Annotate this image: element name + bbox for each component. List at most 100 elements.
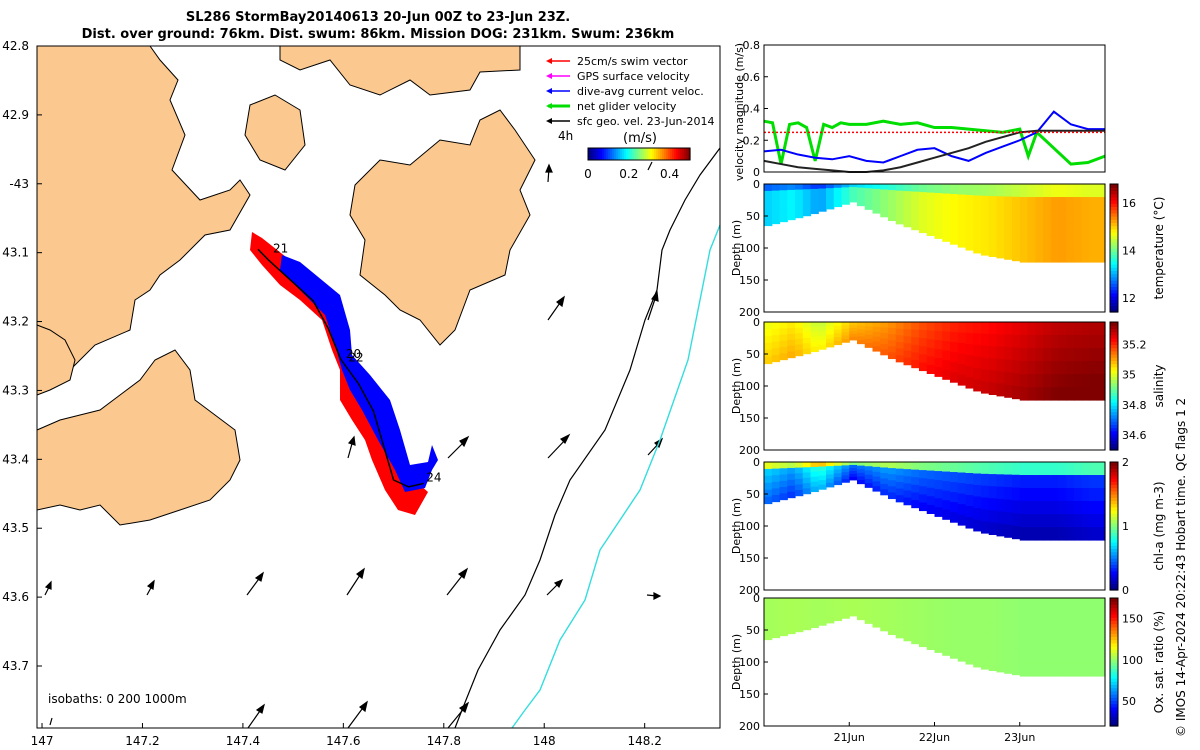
section-cell bbox=[1019, 223, 1029, 237]
section-colorbar-segment bbox=[1110, 554, 1118, 559]
section-cell bbox=[950, 214, 959, 225]
section-colorbar-segment bbox=[1110, 538, 1118, 543]
section-cell bbox=[795, 620, 804, 627]
section-colorbar-tick: 2 bbox=[1122, 456, 1129, 469]
section-cell bbox=[1066, 184, 1075, 198]
section-colorbar-segment bbox=[1110, 567, 1118, 572]
section-cell bbox=[965, 322, 974, 334]
section-cell bbox=[926, 615, 936, 625]
section-cell bbox=[1050, 249, 1060, 263]
section-cell bbox=[973, 229, 982, 242]
section-cell bbox=[895, 203, 905, 212]
section-cell bbox=[1097, 501, 1106, 515]
section-cell bbox=[771, 468, 781, 476]
section-cell bbox=[1050, 223, 1060, 237]
section-colorbar-segment bbox=[1110, 363, 1118, 368]
section-cell bbox=[1058, 348, 1067, 362]
section-cell bbox=[1050, 210, 1060, 224]
section-cell bbox=[1004, 499, 1013, 513]
section-y-tick-label: 150 bbox=[739, 552, 760, 565]
section-cell bbox=[981, 598, 990, 611]
section-cell bbox=[849, 192, 858, 197]
section-cell bbox=[1027, 611, 1036, 625]
section-cell bbox=[771, 328, 781, 336]
section-cell bbox=[934, 616, 943, 626]
section-cell bbox=[996, 358, 1005, 372]
section-cell bbox=[818, 611, 827, 617]
section-cell bbox=[849, 195, 858, 200]
section-cell bbox=[934, 349, 943, 359]
section-cell bbox=[973, 333, 982, 346]
section-cell bbox=[1019, 501, 1029, 515]
section-cell bbox=[841, 598, 850, 602]
section-colorbar-segment bbox=[1110, 519, 1118, 524]
section-cell bbox=[880, 332, 889, 339]
section-cell bbox=[1012, 373, 1021, 387]
section-cell bbox=[950, 342, 959, 353]
section-cell bbox=[1089, 236, 1098, 250]
section-cell bbox=[973, 507, 982, 520]
map-x-ticks: 147 147.2 147.4 147.6 147.8 148 148.2 bbox=[31, 723, 662, 748]
section-cell bbox=[880, 200, 889, 207]
section-cell bbox=[957, 215, 967, 227]
section-colorbar-segment bbox=[1110, 289, 1118, 294]
section-cell bbox=[787, 598, 796, 605]
section-colorbar-frame bbox=[1109, 597, 1119, 727]
section-colorbar-segment bbox=[1110, 665, 1118, 669]
section-cell bbox=[826, 598, 835, 603]
section-colorbar-segment bbox=[1110, 503, 1118, 508]
section-colorbar-segment bbox=[1110, 577, 1118, 581]
section-cell bbox=[802, 477, 812, 484]
section-cell bbox=[771, 617, 781, 625]
section-cell bbox=[919, 200, 928, 209]
section-cell bbox=[857, 465, 866, 470]
section-cell bbox=[880, 625, 889, 632]
map-y-tick-label: 43.7 bbox=[2, 659, 29, 673]
section-cell bbox=[981, 473, 990, 487]
section-cell bbox=[1004, 384, 1013, 398]
section-cell bbox=[965, 195, 974, 207]
section-cell bbox=[1089, 501, 1098, 515]
legend-label: dive-avg current veloc. bbox=[577, 85, 704, 98]
section-cell bbox=[1074, 387, 1083, 401]
section-cell bbox=[1035, 488, 1044, 502]
section-cell bbox=[911, 191, 920, 200]
section-cell bbox=[810, 462, 819, 468]
section-colorbar-segment bbox=[1110, 516, 1118, 521]
temperature-panel: 0 50 100 150 200 Depth (m) 12 14 16 temperature (… bbox=[730, 178, 1166, 319]
section-cell bbox=[1043, 462, 1052, 476]
legend-entry: GPS surface velocity bbox=[546, 70, 690, 83]
section-cell bbox=[841, 194, 850, 198]
section-cell bbox=[841, 328, 850, 333]
section-cell bbox=[981, 497, 990, 510]
section-cell bbox=[779, 347, 788, 354]
section-cell bbox=[802, 322, 812, 328]
section-cell bbox=[880, 184, 889, 190]
section-cell bbox=[872, 598, 881, 604]
section-cell bbox=[826, 614, 835, 620]
map-frame bbox=[36, 45, 721, 729]
section-colorbar-segment bbox=[1110, 376, 1118, 381]
section-cell bbox=[911, 222, 920, 231]
section-cell bbox=[802, 598, 812, 604]
section-cell bbox=[1012, 487, 1021, 501]
section-cell bbox=[903, 483, 912, 492]
section-cell bbox=[1004, 334, 1013, 348]
land-forestier bbox=[349, 109, 536, 346]
section-cell bbox=[841, 338, 850, 343]
section-cell bbox=[988, 498, 998, 511]
section-cell bbox=[795, 484, 804, 491]
section-cell bbox=[1058, 236, 1067, 250]
section-cell bbox=[1027, 335, 1036, 349]
section-cell bbox=[996, 184, 1005, 197]
section-cell bbox=[942, 471, 951, 482]
section-cell bbox=[957, 332, 967, 344]
section-cell bbox=[1019, 462, 1029, 476]
section-colorbar-segment bbox=[1110, 196, 1118, 201]
section-cell bbox=[833, 191, 843, 196]
section-cell bbox=[1035, 361, 1044, 375]
legend-label: net glider velocity bbox=[577, 100, 677, 113]
section-cell bbox=[872, 486, 881, 492]
section-colorbar-segment bbox=[1110, 506, 1118, 511]
section-cell bbox=[1058, 249, 1067, 263]
